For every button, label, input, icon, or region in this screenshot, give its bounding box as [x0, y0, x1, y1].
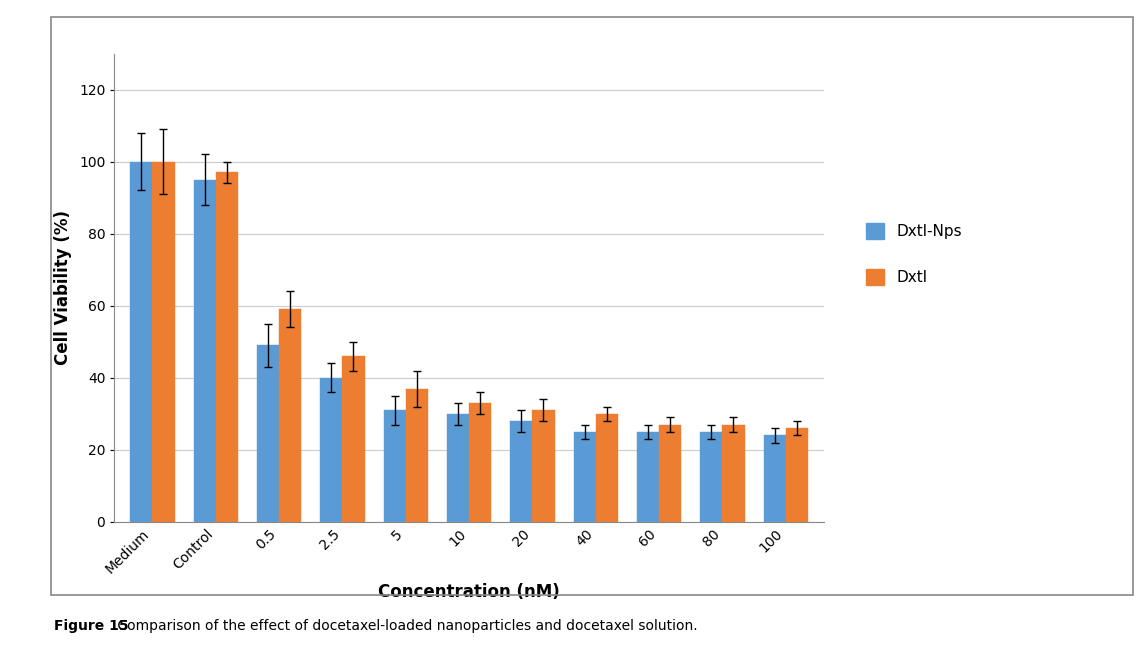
Bar — [406, 389, 428, 522]
Bar — [130, 162, 152, 522]
Bar — [152, 162, 175, 522]
Bar — [532, 410, 555, 522]
Bar — [700, 432, 722, 522]
Bar — [596, 413, 618, 522]
Bar — [257, 345, 279, 522]
Bar — [722, 425, 745, 522]
Legend: Dxtl-Nps, Dxtl: Dxtl-Nps, Dxtl — [860, 217, 968, 292]
Bar — [279, 309, 301, 522]
Bar — [193, 179, 216, 522]
Bar — [659, 425, 681, 522]
Bar — [383, 410, 406, 522]
Text: Figure 15: Figure 15 — [54, 619, 128, 633]
Bar — [469, 403, 491, 522]
Y-axis label: Cell Viability (%): Cell Viability (%) — [54, 210, 72, 365]
Bar — [342, 356, 365, 522]
Bar — [763, 436, 786, 522]
Bar — [447, 413, 469, 522]
Bar — [637, 432, 659, 522]
Bar — [573, 432, 596, 522]
Bar — [786, 428, 808, 522]
Bar — [216, 173, 238, 522]
Bar — [320, 378, 342, 522]
X-axis label: Concentration (nM): Concentration (nM) — [379, 583, 559, 601]
Bar — [510, 421, 532, 522]
Text: Comparison of the effect of docetaxel-loaded nanoparticles and docetaxel solutio: Comparison of the effect of docetaxel-lo… — [113, 619, 698, 633]
